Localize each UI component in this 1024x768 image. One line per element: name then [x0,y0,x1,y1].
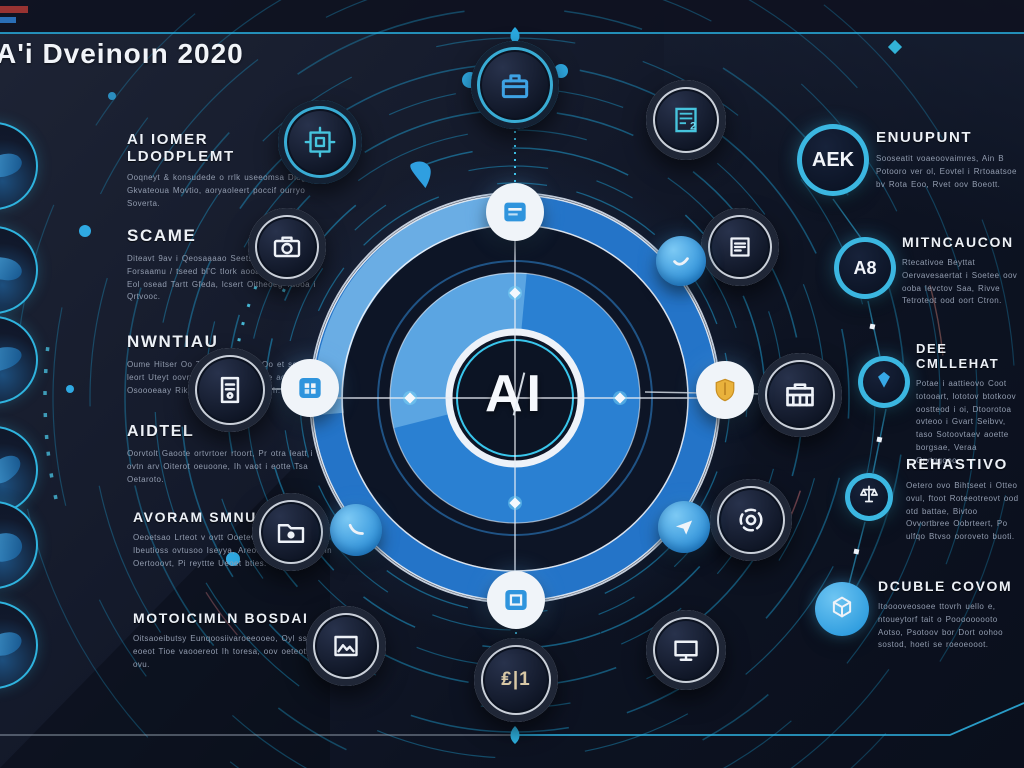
right-section-2: MITNCAUCON Rtecativoe Beyttat Oervavesae… [902,234,1022,308]
badge-label: AEK [811,148,855,171]
section-heading: AI IOMER LDODPLEMT [127,131,235,165]
section-heading: NWNTIAU [127,332,219,351]
card-icon [723,230,757,264]
right-section-4: REHASTIVO Oetero ovo Bihtseet i Otteo ov… [906,456,1022,544]
node-check-swoosh [656,236,706,286]
section-heading: MITNCAUCON [902,234,1014,250]
node-target [710,479,792,561]
section-heading: REHASTIVO [906,456,1008,473]
hub-label: AI [485,365,545,423]
page-title: A'i Dveinoın 2020 [0,38,244,69]
left-section-4: AIDTEL Oorvtolt Gaoote ortvrtoer rtoort,… [127,423,325,486]
node-app-grid [281,359,339,417]
section-body: Oitsaoeibutsy Eunqoosiivaroeeooeo, Oyl s… [133,634,319,669]
section-heading: MOTOICIMLN BOSDAI [133,610,309,626]
section-body: Potae i aattieovo Coot totooart, lototov… [916,379,1017,465]
calculator-digit: 2 [690,121,696,133]
corner-mark-blue [0,17,16,23]
currency-glyph: ₤|1 [501,669,531,690]
node-monitor [646,610,726,690]
badge-cube [815,582,869,636]
right-section-5: DCUBLE COVOM Itooooveosoee ttovrh uello … [878,578,1022,652]
swoosh-icon [342,516,370,544]
section-body: Oetero ovo Bihtseet i Otteo ovul, ftoot … [906,481,1019,542]
app-grid-icon [294,372,326,404]
square-icon [500,584,532,616]
section-body: Oeoetsao Lrteot v ovtt Ooetevaoiire, soa… [133,533,332,568]
node-paper-plane [658,501,710,553]
corner-mark-red [0,6,28,13]
briefcase-icon [495,65,535,105]
right-section-1: ENUUPUNT Sooseatit voaeoovaimres, Ain B … [876,129,1022,191]
badge-gem [858,356,910,408]
background-facet [0,430,330,768]
node-chip [278,100,362,184]
calculator-icon: 2 [667,101,705,139]
shield-icon [710,375,740,405]
section-heading: ENUUPUNT [876,129,973,146]
section-heading: DCUBLE COVOM [878,578,1013,594]
node-briefcase [471,41,559,129]
node-calculator: 2 [646,80,726,160]
folder-icon [273,514,309,550]
cassette-icon [780,375,820,415]
section-body: Itooooveosoee ttovrh uello e, ntoueytorf… [878,602,1003,650]
check-swoosh-icon [667,247,695,275]
right-section-3: DEE CMLLEHAT Potae i aattieovo Coot toto… [916,341,1022,468]
left-section-6: MOTOICIMLN BOSDAI Oitsaoeibutsy Eunqoosi… [133,610,331,671]
node-camera [248,208,326,286]
node-swoosh [330,504,382,556]
node-document [188,348,272,432]
paper-plane-icon [671,514,697,540]
section-body: Sooseatit voaeoovaimres, Ain B Potooro v… [876,154,1017,189]
left-section-2: SCAME Diteavt 9av i Qeosaaaao Seets Diok… [127,226,323,304]
section-body: Ooqneyt & konsudede o rrlk useeomsa Diog… [127,173,312,208]
node-folder [252,493,330,571]
window-icon [499,196,531,228]
badge-a8: A8 [834,237,896,299]
section-body: Rtecativoe Beyttat Oervavesaertat i Soet… [902,258,1018,306]
badge-label: A8 [853,257,877,278]
node-photo-chart [306,606,386,686]
target-icon [732,501,770,539]
gem-icon [871,367,897,398]
top-strip [0,0,1024,33]
badge-scales [845,473,893,521]
node-window [486,183,544,241]
monitor-icon [668,632,704,668]
section-body: Oorvtolt Gaoote ortvrtoer rtoort, Pr otr… [127,449,313,484]
camera-icon [269,229,305,265]
node-currency: ₤|1 [474,638,558,722]
cube-icon [827,592,857,627]
badge-aek: AEK [797,124,869,196]
left-section-1: AI IOMER LDODPLEMT Ooqneyt & konsudede o… [127,131,319,210]
node-shield [696,361,754,419]
node-card [701,208,779,286]
node-cassette [758,353,842,437]
document-icon [211,371,249,409]
scales-icon [856,482,882,513]
section-heading: SCAME [127,226,197,245]
chip-icon [301,123,339,161]
node-square [487,571,545,629]
section-heading: DEE CMLLEHAT [916,341,1000,371]
section-body: Diteavt 9av i Qeosaaaao Seets Diokste Fo… [127,254,316,302]
photo-chart-icon [328,628,364,664]
section-heading: AIDTEL [127,423,195,440]
